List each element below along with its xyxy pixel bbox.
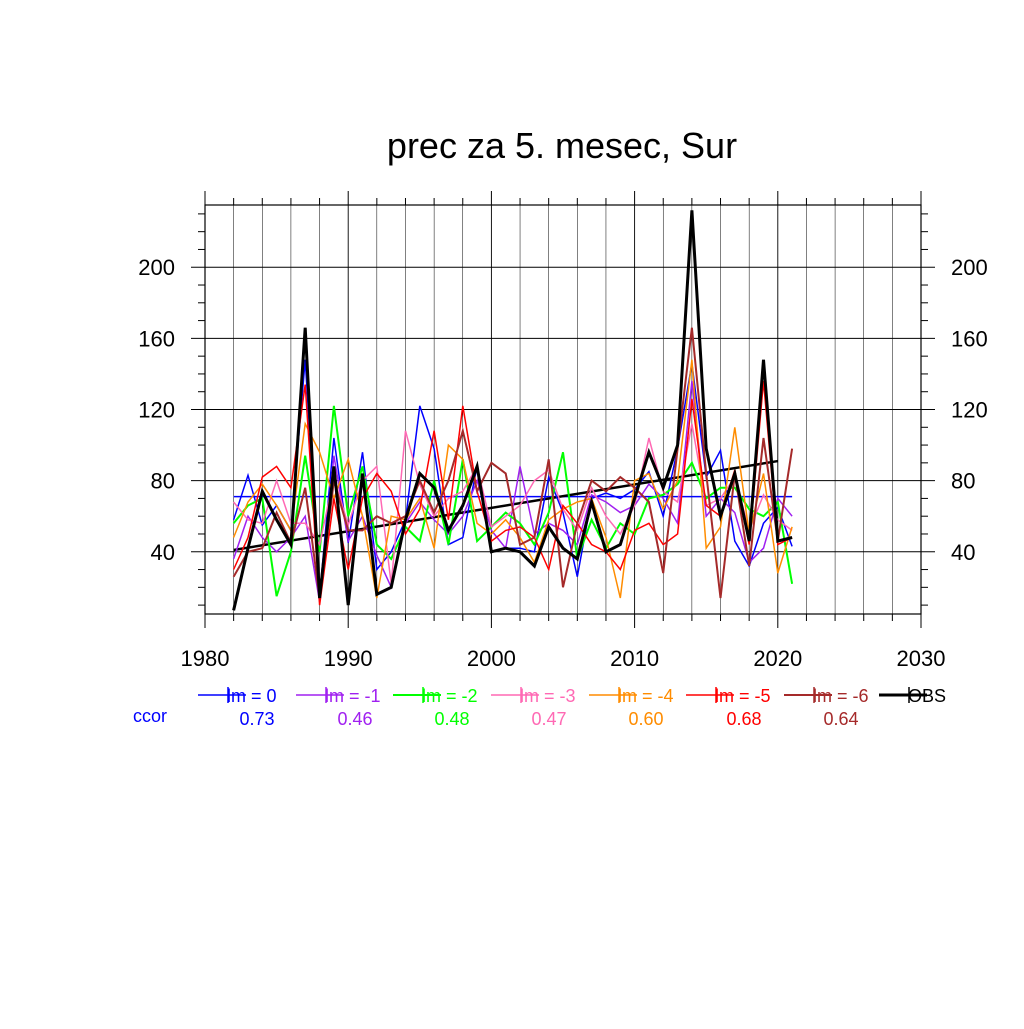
ccor-value: 0.48 [434,709,469,729]
y-tick-label-right: 120 [951,398,988,423]
ccor-value: 0.64 [823,709,858,729]
y-tick-label-right: 200 [951,255,988,280]
ccor-value: 0.68 [726,709,761,729]
x-tick-label: 2000 [467,646,516,671]
series-line [232,359,793,597]
y-tick-label-right: 40 [951,540,975,565]
y-tick-label: 80 [151,469,175,494]
x-tick-label: 1990 [324,646,373,671]
legend-label: lm = -3 [520,686,576,706]
x-tick-label: 1980 [181,646,230,671]
y-tick-label-right: 80 [951,469,975,494]
x-tick-label: 2010 [610,646,659,671]
legend-label: OBS [908,686,946,706]
y-tick-label: 120 [138,398,175,423]
legend-label: lm = 0 [227,686,277,706]
series-lines [232,210,794,611]
legend-label: lm = -4 [618,686,674,706]
series-line [232,210,793,611]
ccor-value: 0.73 [239,709,274,729]
legend-label: lm = -5 [715,686,771,706]
legend-label: lm = -6 [813,686,869,706]
y-tick-label: 40 [151,540,175,565]
ccor-value: 0.47 [531,709,566,729]
x-tick-label: 2030 [897,646,946,671]
reference-lines [233,459,793,552]
y-tick-label-right: 160 [951,326,988,351]
series-line [232,405,794,597]
ccor-value: 0.46 [337,709,372,729]
ccor-value: 0.60 [628,709,663,729]
axes: 1980 1990 2000 2010 2020 2030 40 40 80 80 120 120 16… [138,191,988,671]
y-tick-label: 200 [138,255,175,280]
legend-label: lm = -2 [422,686,478,706]
legend: lm = 0 lm = -1 lm = -2 lm = -3 lm = -4 lm = -… [133,686,946,729]
ccor-label: ccor [133,706,167,726]
chart-title: prec za 5. mesec, Sur [387,125,737,166]
grid [205,205,921,614]
x-tick-label: 2020 [753,646,802,671]
y-tick-label: 160 [138,326,175,351]
reference-line [233,459,779,552]
legend-label: lm = -1 [325,686,381,706]
series-line [232,380,793,606]
